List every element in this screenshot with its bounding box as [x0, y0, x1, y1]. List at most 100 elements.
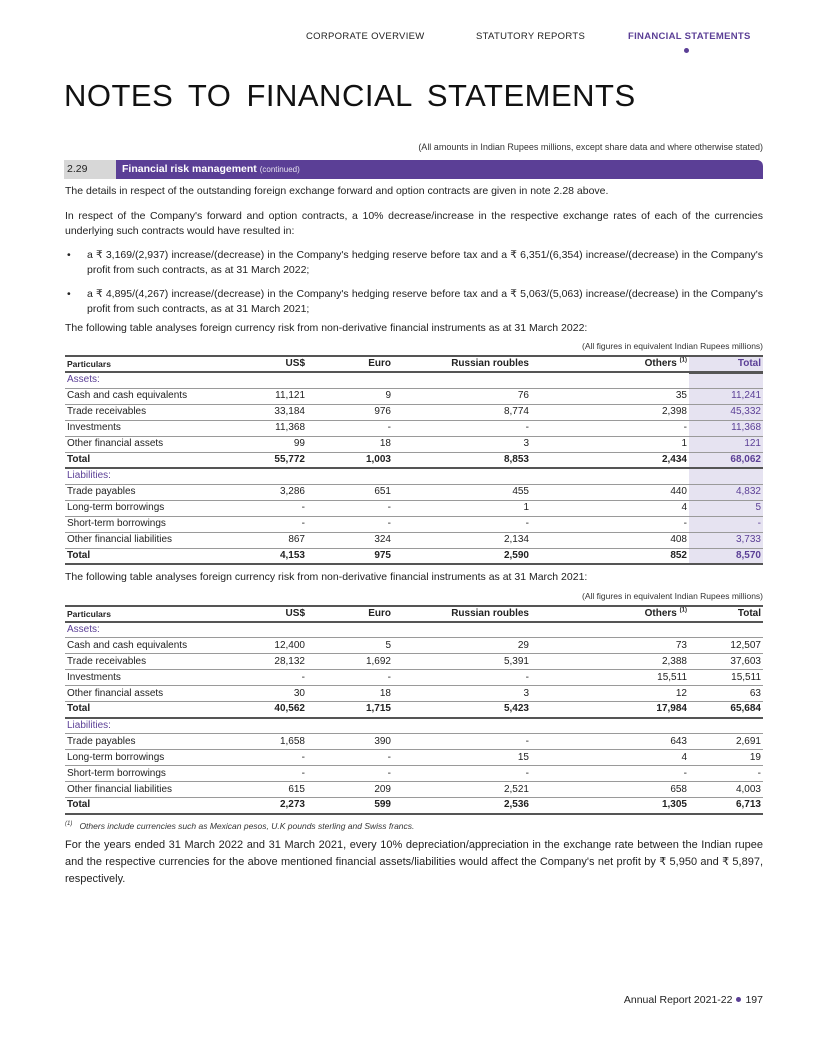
table-cell: 40,562 — [245, 701, 307, 719]
section-number: 2.29 — [64, 160, 116, 179]
table-row: Other financial assets 99 18 3 1 121 — [65, 436, 763, 453]
empty-cell — [393, 717, 531, 734]
table-cell: - — [393, 765, 531, 782]
table-cell: 8,853 — [393, 451, 531, 469]
column-header-text: US$ — [285, 358, 305, 369]
table-cell: - — [245, 669, 307, 686]
table-cell: 2,273 — [245, 797, 307, 815]
empty-cell — [307, 621, 393, 638]
paragraph: The following table analyses foreign cur… — [65, 571, 588, 583]
table-row: Trade payables 3,286 651 455 440 4,832 — [65, 484, 763, 501]
column-header-text: Particulars — [67, 608, 111, 619]
table-cell: 2,536 — [393, 797, 531, 815]
nav-financial-statements[interactable]: FINANCIAL STATEMENTS — [628, 31, 751, 42]
table-row: Investments 11,368- - -11,368 — [65, 420, 763, 437]
table-cell: Other financial liabilities — [65, 781, 245, 798]
table-cell: Cash and cash equivalents — [65, 637, 245, 654]
section-title-text: Financial risk management — [122, 163, 257, 175]
column-header: US$ — [245, 355, 307, 373]
table-cell: Trade receivables — [65, 653, 245, 670]
table-cell: 975 — [307, 547, 393, 565]
table-cell: Long-term borrowings — [65, 500, 245, 517]
table-cell: 4,153 — [245, 547, 307, 565]
table-row: Cash and cash equivalents 12,400 5 29 73 12,5… — [65, 637, 763, 654]
empty-cell — [393, 621, 531, 638]
table-cell: Total — [65, 452, 245, 469]
table-caption: (All figures in equivalent Indian Rupees… — [582, 590, 763, 601]
column-header: Particulars — [65, 355, 245, 373]
column-header-text: Total — [737, 607, 761, 619]
column-header-text: Others — [644, 607, 677, 619]
table-cell: 455 — [393, 484, 531, 501]
table-cell: 324 — [307, 532, 393, 549]
table-cell: Other financial assets — [65, 436, 245, 453]
group-label: Liabilities: — [65, 717, 245, 734]
column-header-text: Others — [644, 358, 677, 369]
table-cell: 65,684 — [689, 701, 763, 719]
nav-corporate-overview[interactable]: CORPORATE OVERVIEW — [306, 31, 425, 42]
table-cell: 2,590 — [393, 547, 531, 565]
column-header: Total — [689, 355, 763, 374]
table-cell: 4,832 — [689, 484, 763, 501]
group-row: Assets: — [65, 621, 763, 638]
nav-statutory-reports[interactable]: STATUTORY REPORTS — [476, 31, 586, 42]
empty-cell — [307, 372, 393, 389]
table-cell: - — [307, 669, 393, 686]
table-cell: - — [393, 669, 531, 686]
table-cell: 99 — [245, 436, 307, 453]
table-cell: 55,772 — [245, 451, 307, 469]
table-row: Long-term borrowings - -15 4 19 — [65, 749, 763, 766]
table-cell: Total — [65, 701, 245, 719]
table-cell: Other financial assets — [65, 685, 245, 702]
footnote: (1) Others include currencies such as Me… — [65, 820, 763, 832]
table-cell: 852 — [531, 547, 689, 565]
column-header: Russian roubles — [393, 355, 531, 373]
table-cell: 2,398 — [531, 404, 689, 421]
table-cell: 1,692 — [307, 653, 393, 670]
empty-cell — [307, 717, 393, 734]
table-cell: Total — [65, 797, 245, 815]
empty-cell — [531, 372, 689, 389]
table-cell: 12,400 — [245, 637, 307, 654]
others-footnote-mark: (1) — [679, 607, 687, 614]
page-title: NOTES TO FINANCIAL STATEMENTS — [64, 78, 636, 113]
table-cell: Other financial liabilities — [65, 532, 245, 549]
table-header-row: Particulars US$ Euro Russian roubles Others … — [65, 355, 763, 374]
table-cell: - — [689, 765, 763, 782]
table-cell: 1,305 — [531, 797, 689, 815]
table-cell: 11,368 — [245, 420, 307, 437]
liabilities-total-row: Total 4,153 975 2,590 852 8,570 — [65, 547, 763, 565]
table-row: Trade receivables 28,132 1,692 5,391 2,388 37… — [65, 653, 763, 670]
paragraph: The following table analyses foreign cur… — [65, 321, 588, 334]
table-cell: 33,184 — [245, 404, 307, 421]
table-cell: - — [245, 749, 307, 766]
table-cell: 3 — [393, 436, 531, 453]
column-header-text: Euro — [368, 358, 391, 369]
table-row: Cash and cash equivalents 11,121 9 76 35 11,2… — [65, 388, 763, 405]
table-cell: 68,062 — [689, 451, 763, 469]
table-cell: - — [245, 765, 307, 782]
empty-cell — [393, 372, 531, 389]
main-content: The details in respect of the outstandin… — [65, 184, 763, 888]
empty-cell — [531, 717, 689, 734]
table-cell: 28,132 — [245, 653, 307, 670]
table-row: Short-term borrowings - - - - - — [65, 516, 763, 533]
column-header: Others (1) — [531, 604, 689, 623]
table-cell: Total — [65, 548, 245, 565]
group-row: Liabilities: — [65, 717, 763, 734]
table-cell: Investments — [65, 669, 245, 686]
assets-total-row: Total 40,562 1,715 5,423 17,984 65,684 — [65, 701, 763, 719]
table-cell: 5 — [689, 500, 763, 517]
table-cell: 18 — [307, 685, 393, 702]
amounts-note: (All amounts in Indian Rupees millions, … — [418, 142, 763, 152]
table-cell: 5,423 — [393, 701, 531, 719]
footnote-mark: (1) — [65, 820, 73, 827]
table-cell: 643 — [531, 733, 689, 750]
table-cell: - — [393, 516, 531, 533]
column-header-text: Russian roubles — [451, 607, 529, 619]
table-cell: - — [307, 420, 393, 437]
table-cell: Trade payables — [65, 484, 245, 501]
empty-cell — [689, 717, 763, 734]
bullet-item: a ₹ 4,895/(4,267) increase/(decrease) in… — [65, 287, 763, 318]
table-cell: Short-term borrowings — [65, 765, 245, 782]
